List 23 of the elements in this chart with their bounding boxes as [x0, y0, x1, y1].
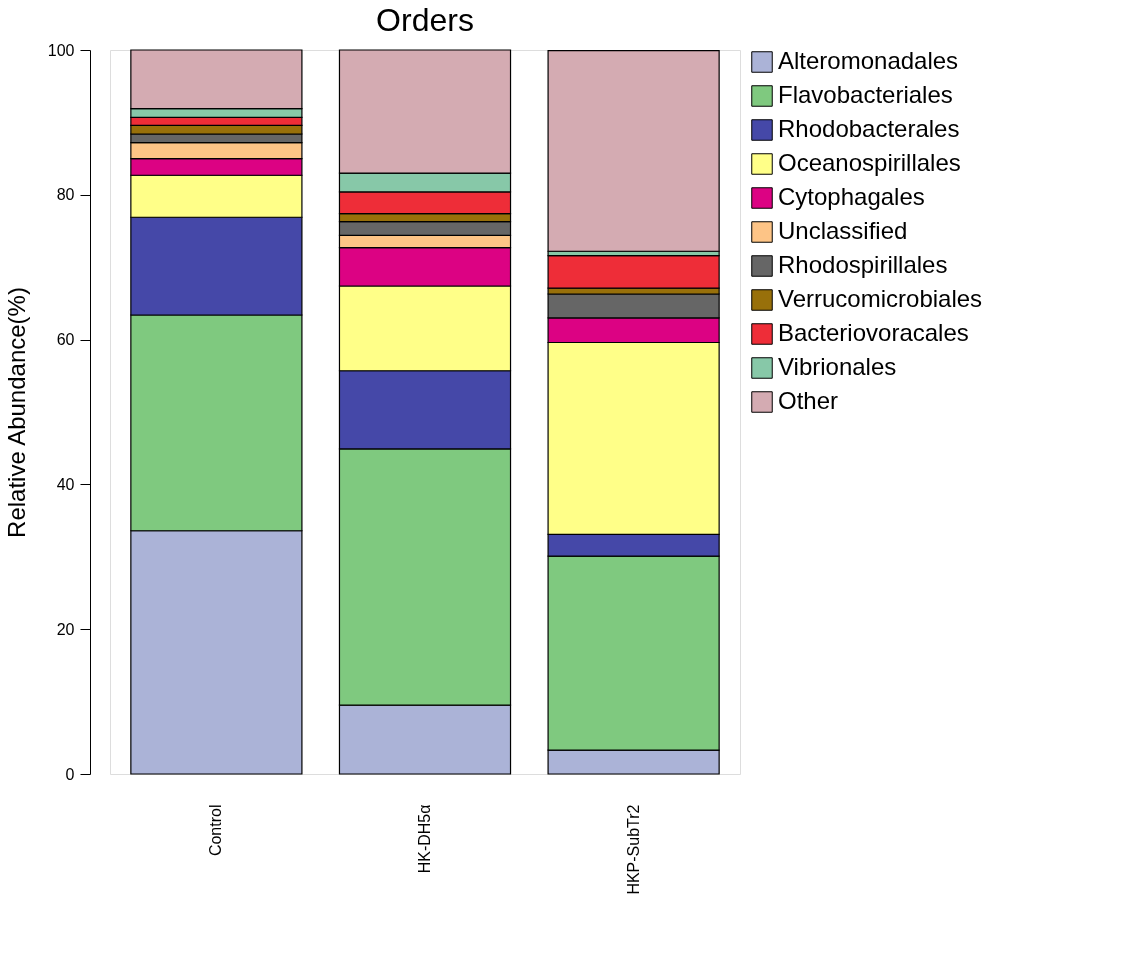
x-tick-label: HK-DH5α — [416, 804, 433, 874]
legend-label: Oceanospirillales — [778, 149, 961, 176]
x-tick-label: Control — [207, 804, 225, 857]
chart-title: Orders — [376, 2, 474, 38]
y-tick-label: 80 — [56, 186, 75, 204]
y-tick-label: 40 — [56, 475, 75, 493]
x-tick-label: HKP-SubTr2 — [624, 804, 642, 895]
y-tick-label: 100 — [47, 41, 75, 59]
legend-label: Rhodospirillales — [778, 251, 948, 278]
legend-label: Alteromonadales — [778, 47, 959, 74]
legend-label: Bacteriovoracales — [778, 319, 969, 346]
legend-label: Rhodobacterales — [778, 115, 960, 142]
legend-label: Other — [778, 387, 839, 414]
bar — [547, 50, 720, 252]
legend-label: Cytophagales — [778, 183, 925, 210]
legend-label: Unclassified — [778, 217, 908, 244]
legend-label: Verrucomicrobiales — [778, 285, 983, 312]
legend-label: Vibrionales — [778, 353, 897, 380]
y-tick-label: 20 — [56, 620, 75, 638]
y-tick-label: 0 — [65, 765, 75, 783]
y-axis-title: Relative Abundance(%) — [2, 287, 30, 538]
y-tick-label: 60 — [56, 331, 75, 349]
legend-label: Flavobacteriales — [778, 81, 953, 108]
